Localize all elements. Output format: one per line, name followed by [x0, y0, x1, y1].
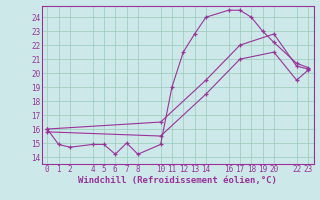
X-axis label: Windchill (Refroidissement éolien,°C): Windchill (Refroidissement éolien,°C) [78, 176, 277, 185]
